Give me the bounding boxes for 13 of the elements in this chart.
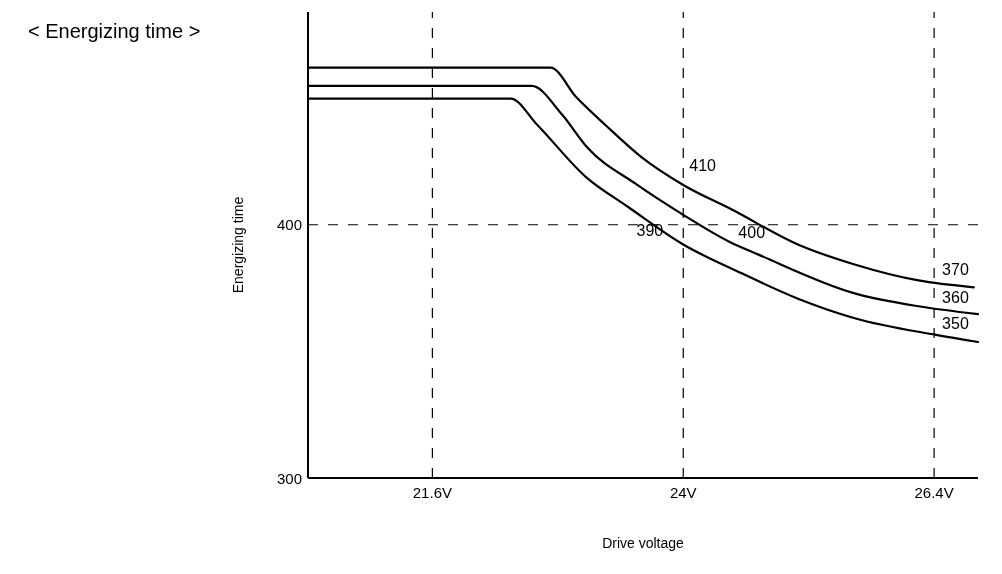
x-tick-label: 26.4V <box>914 484 954 501</box>
x-tick-label: 21.6V <box>412 484 452 501</box>
x-axis-title: Drive voltage <box>602 535 685 551</box>
text: < Energizing time > <box>28 20 201 42</box>
x-tick-label: 24V <box>669 484 697 501</box>
annotation: 400 <box>738 223 766 241</box>
annotation: 360 <box>942 288 969 306</box>
annotation: 350 <box>942 314 969 332</box>
annotation: 370 <box>942 260 969 278</box>
y-tick-label: 300 <box>276 469 302 487</box>
y-axis-title: Energizing time <box>230 196 246 294</box>
annotation: 410 <box>689 156 717 174</box>
annotation: 390 <box>636 222 664 240</box>
